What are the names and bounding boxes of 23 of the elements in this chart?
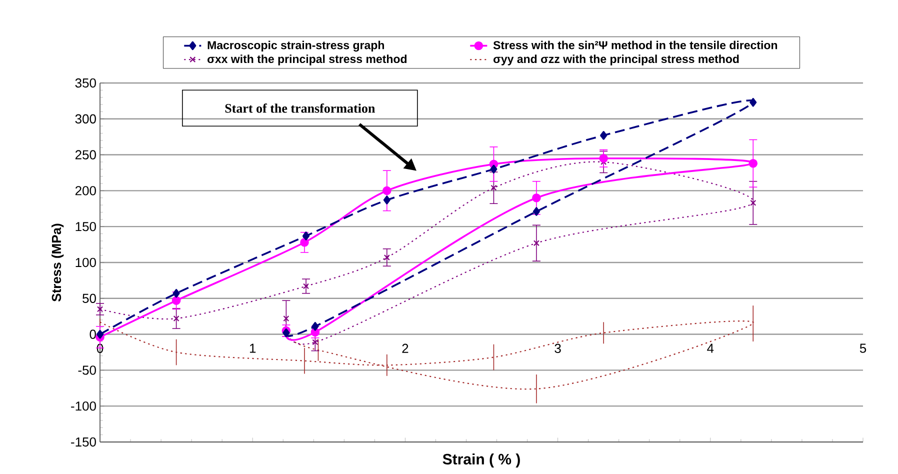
x-tick-label: 1 (250, 344, 256, 353)
y-tick-label: 250 (75, 150, 96, 160)
legend-label: σyy and σzz with the principal stress method (494, 54, 739, 66)
y-tick-label: 150 (76, 222, 96, 232)
x-tick-label: 3 (554, 344, 561, 354)
x-axis-title: Strain ( % ) (442, 454, 520, 468)
y-axis-title: Stress (MPa) (52, 224, 64, 302)
y-tick-label: -150 (71, 437, 96, 447)
legend-label: σxx with the principal stress method (208, 54, 407, 66)
annotation: Start of the transformation (225, 103, 375, 113)
x-tick-label: 4 (707, 344, 714, 353)
y-tick-label: -50 (78, 366, 96, 375)
y-tick-label: 100 (76, 258, 96, 268)
y-tick-label: 300 (75, 114, 96, 124)
legend-label: Macroscopic strain-stress graph (208, 40, 384, 52)
y-tick-label: 200 (75, 186, 96, 196)
y-tick-label: 0 (90, 330, 96, 339)
x-tick-label: 2 (402, 344, 408, 353)
y-tick-label: 50 (82, 294, 96, 303)
legend-label: Stress with the sin²Ψ method in the tensile direction (493, 40, 778, 50)
y-tick-label: 350 (75, 78, 96, 88)
x-tick-label: 5 (860, 344, 866, 353)
y-tick-label: -100 (71, 401, 96, 411)
